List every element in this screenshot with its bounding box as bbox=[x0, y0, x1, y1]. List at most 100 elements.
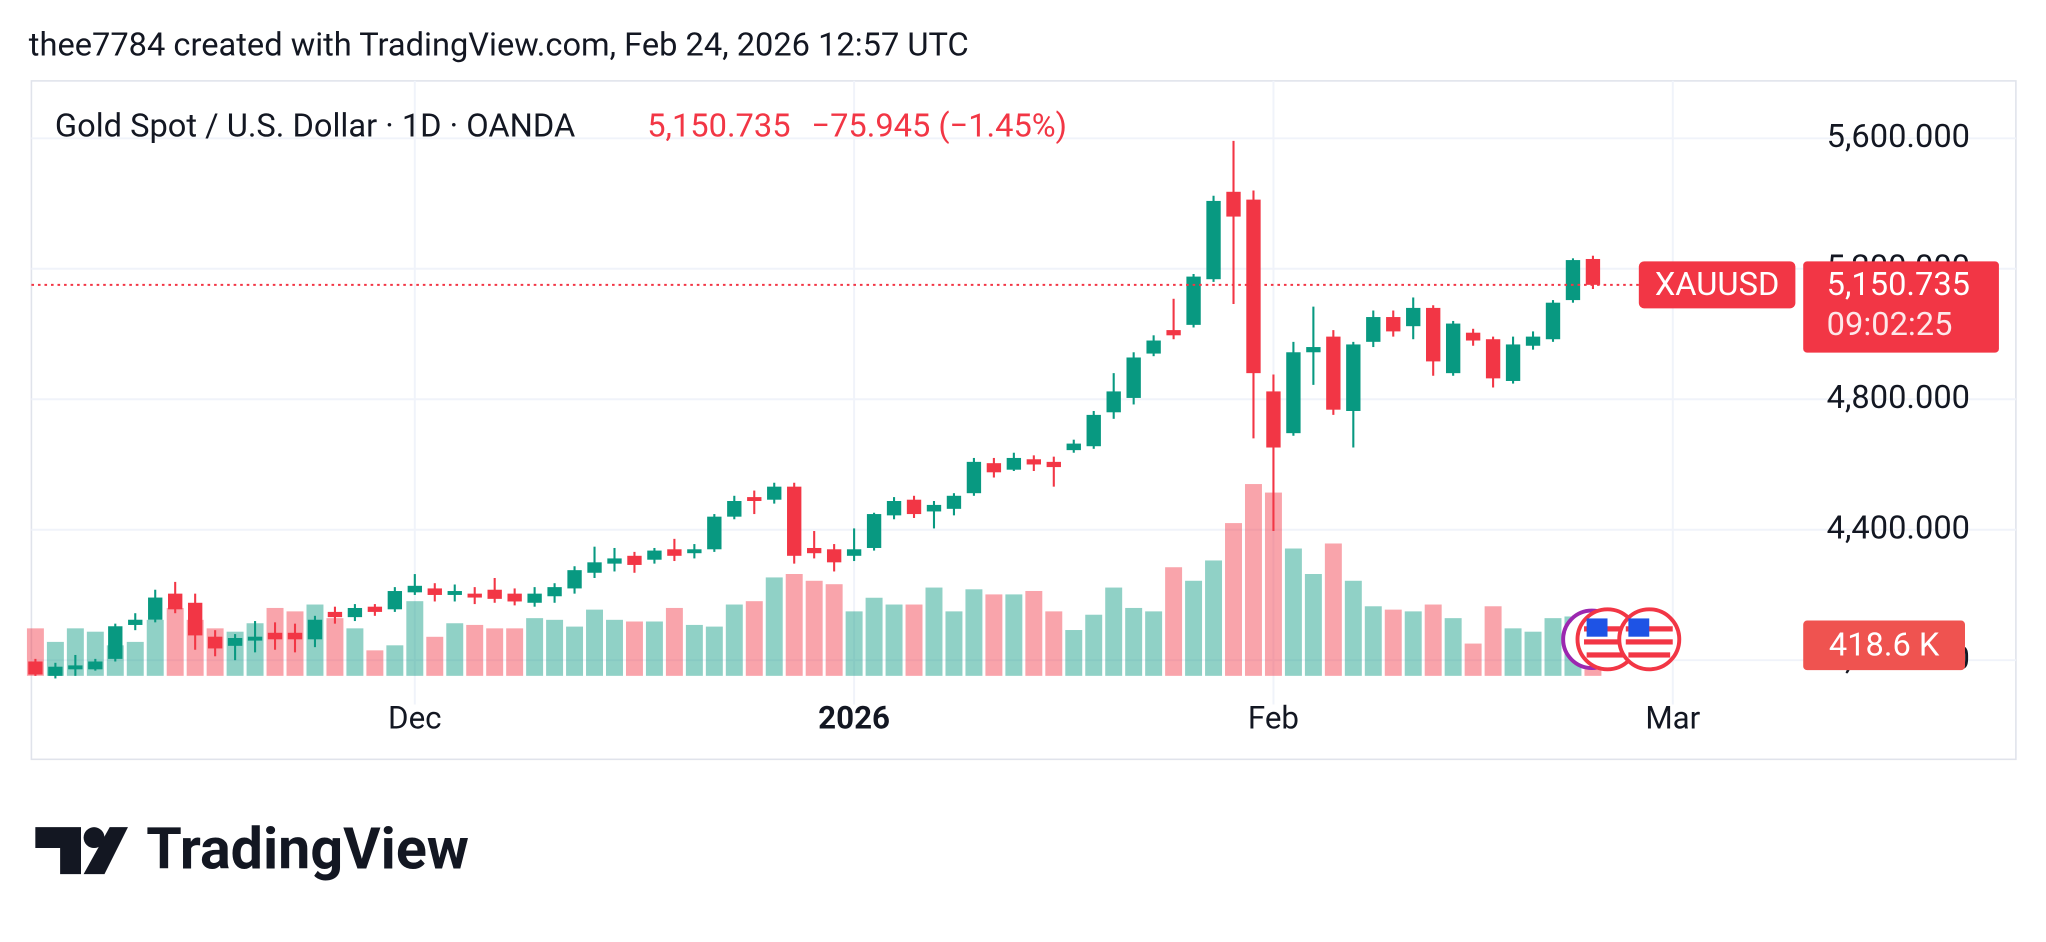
symbol-tag bbox=[1638, 261, 1796, 309]
volume-bar bbox=[1484, 606, 1502, 676]
candle-body bbox=[1366, 317, 1381, 342]
y-tick-label: 4,800.000 bbox=[1827, 378, 1970, 416]
volume-bar bbox=[745, 601, 763, 676]
volume-bar bbox=[1025, 590, 1043, 676]
candle-body bbox=[1346, 344, 1361, 411]
volume-bar bbox=[66, 628, 84, 676]
attribution: thee7784 created with TradingView.com, F… bbox=[29, 26, 969, 64]
price-tag bbox=[1803, 261, 1999, 353]
candle-body bbox=[946, 495, 962, 509]
candle-body bbox=[1386, 317, 1401, 332]
volume-bar bbox=[765, 577, 783, 676]
volume-bar bbox=[665, 607, 683, 676]
header-change: −75.945 (−1.45%) bbox=[811, 106, 1067, 144]
candle-body bbox=[647, 550, 662, 560]
volume-layer bbox=[26, 484, 1602, 676]
candle-body bbox=[347, 607, 363, 618]
volume-bar bbox=[566, 626, 584, 676]
candle-body bbox=[966, 461, 982, 494]
grid bbox=[31, 80, 2016, 705]
candle-body bbox=[307, 619, 323, 640]
volume-bar bbox=[146, 619, 164, 676]
candle-body bbox=[128, 619, 143, 625]
volume-bar bbox=[1105, 587, 1123, 676]
chart-panel bbox=[30, 80, 2017, 761]
candle-body bbox=[906, 499, 922, 515]
volume-bar bbox=[845, 611, 863, 676]
volume-bar bbox=[685, 624, 703, 676]
candle-body bbox=[1266, 391, 1281, 448]
volume-bar bbox=[925, 587, 943, 676]
candle-body bbox=[1426, 307, 1441, 362]
candle-body bbox=[787, 486, 802, 556]
candle-body bbox=[1545, 302, 1561, 340]
candle-body bbox=[207, 636, 223, 649]
candle-body bbox=[1505, 344, 1521, 381]
volume-bar bbox=[606, 619, 623, 676]
price-tag-label: 5,150.735 bbox=[1827, 265, 1970, 303]
candle-body bbox=[447, 591, 462, 595]
volume-bar bbox=[586, 609, 604, 676]
volume-bar bbox=[386, 645, 404, 676]
candle-body bbox=[287, 632, 303, 640]
volume-bar bbox=[965, 589, 983, 676]
candle-body bbox=[747, 497, 762, 502]
volume-bar bbox=[625, 621, 643, 676]
candle-body bbox=[148, 597, 163, 620]
candle-body bbox=[1585, 258, 1601, 285]
logo-mark bbox=[35, 827, 81, 875]
volume-bar bbox=[326, 618, 344, 676]
candle-body bbox=[1326, 336, 1341, 410]
candle-body bbox=[387, 591, 403, 610]
x-tick-label: Feb bbox=[1248, 699, 1299, 736]
volume-bar bbox=[1165, 567, 1183, 676]
volume-bar bbox=[885, 604, 903, 676]
volume-bar bbox=[1364, 606, 1382, 676]
volume-bar bbox=[805, 580, 823, 676]
candle-body bbox=[707, 516, 722, 550]
volume-bar bbox=[1244, 484, 1262, 676]
candle-body bbox=[1146, 340, 1161, 354]
candle-body bbox=[1066, 443, 1081, 451]
chart-title: Gold Spot / U.S. Dollar · 1D · OANDA bbox=[55, 106, 575, 144]
candle-body bbox=[487, 589, 502, 599]
candle-body bbox=[507, 593, 522, 602]
volume-bar bbox=[1085, 614, 1103, 676]
x-tick-label: Mar bbox=[1645, 699, 1700, 736]
candle-body bbox=[168, 593, 183, 610]
candle-body bbox=[1186, 276, 1201, 325]
volume-bar bbox=[1304, 574, 1322, 676]
volume-bar bbox=[486, 628, 504, 676]
volume-bar bbox=[825, 584, 843, 676]
volume-bar bbox=[1424, 604, 1442, 676]
candle-layer bbox=[28, 140, 1601, 679]
volume-bar bbox=[725, 604, 743, 676]
volume-bar bbox=[1384, 609, 1402, 676]
volume-bar bbox=[705, 626, 723, 676]
logo-mark bbox=[83, 827, 105, 849]
volume-bar bbox=[645, 621, 663, 676]
volume-bar bbox=[985, 594, 1003, 676]
volume-bar bbox=[1125, 607, 1143, 676]
volume-bar bbox=[1185, 580, 1203, 676]
candle-body bbox=[28, 661, 43, 675]
candle-body bbox=[926, 504, 942, 512]
candle-body bbox=[48, 666, 63, 676]
candle-body bbox=[1226, 191, 1241, 217]
candle-body bbox=[1006, 457, 1022, 470]
volume-tag bbox=[1803, 620, 1965, 671]
tags: 4,000.0004,400.0004,800.0005,200.0005,60… bbox=[31, 117, 1999, 736]
candle-body bbox=[1046, 461, 1061, 468]
volume-bar bbox=[1404, 611, 1422, 676]
candle-body bbox=[88, 661, 103, 670]
candle-body bbox=[1026, 459, 1042, 465]
candle-body bbox=[1206, 200, 1221, 280]
candle-body bbox=[886, 501, 902, 516]
volume-bar bbox=[1145, 611, 1163, 676]
volume-bar bbox=[546, 619, 564, 676]
x-tick-label: 2026 bbox=[818, 699, 890, 736]
x-tick-label: Dec bbox=[388, 699, 442, 736]
volume-bar bbox=[346, 628, 364, 676]
candle-body bbox=[587, 562, 602, 573]
